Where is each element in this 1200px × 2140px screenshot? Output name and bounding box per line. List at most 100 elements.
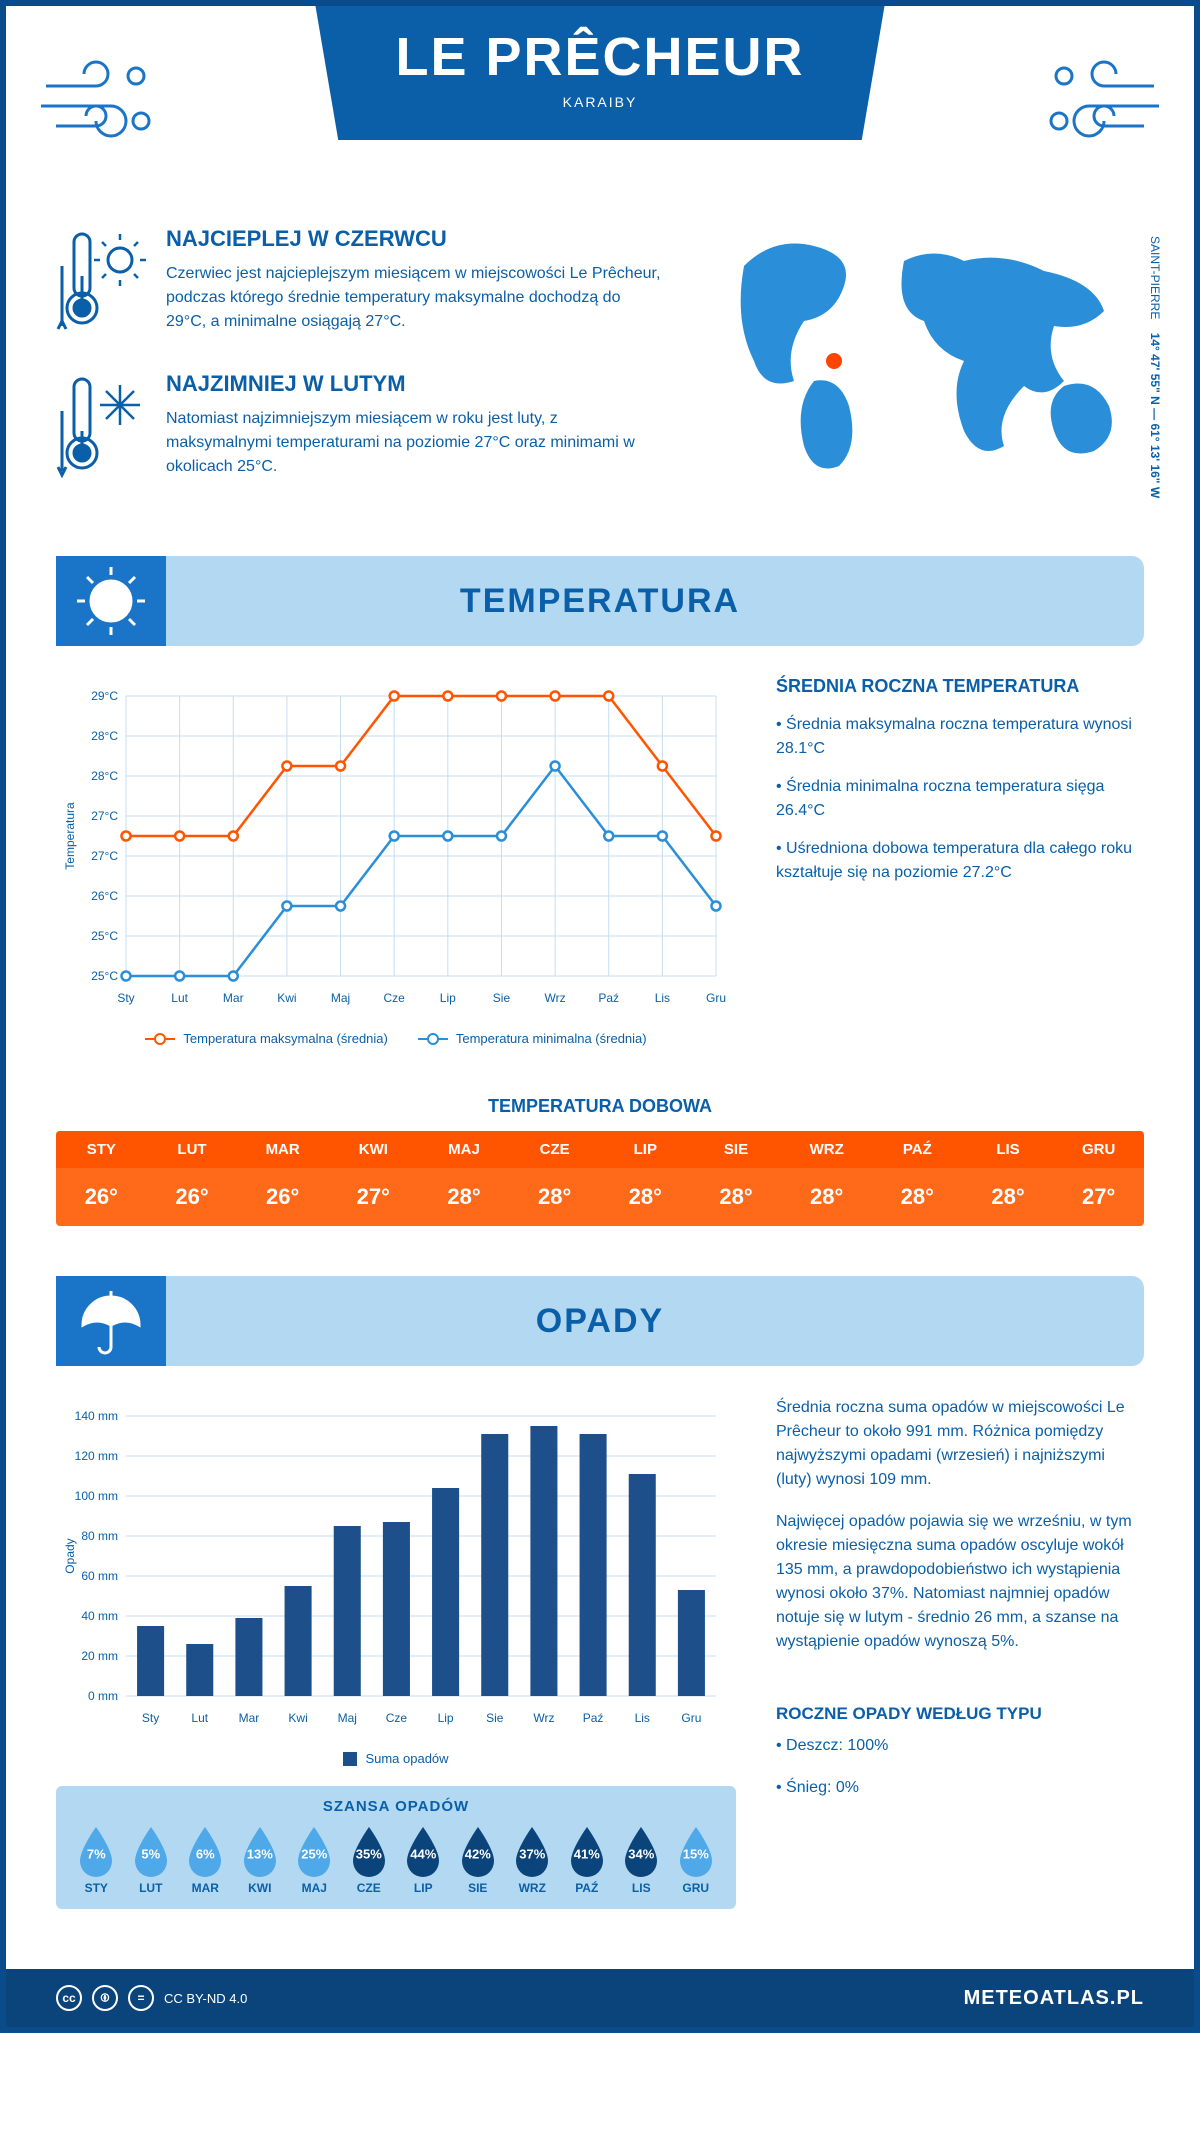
svg-text:100 mm: 100 mm <box>75 1489 118 1503</box>
svg-text:Wrz: Wrz <box>533 1711 554 1725</box>
svg-text:0 mm: 0 mm <box>88 1689 118 1703</box>
intro-text-column: NAJCIEPLEJ W CZERWCU Czerwiec jest najci… <box>56 226 664 516</box>
page: LE PRÊCHEUR KARAIBY <box>0 0 1200 2033</box>
brand-label: METEOATLAS.PL <box>964 1987 1144 2010</box>
thermometer-snow-icon <box>56 371 146 486</box>
by-icon: 🅯 <box>92 1985 118 2011</box>
svg-text:27°C: 27°C <box>91 849 118 863</box>
svg-text:Lis: Lis <box>635 1711 650 1725</box>
svg-text:40 mm: 40 mm <box>81 1609 118 1623</box>
daily-temp-value: 28° <box>600 1168 691 1226</box>
svg-text:Gru: Gru <box>706 991 726 1005</box>
chance-drop: 15% GRU <box>672 1825 721 1895</box>
chance-drop: 37% WRZ <box>508 1825 557 1895</box>
svg-text:Paź: Paź <box>598 991 619 1005</box>
daily-temp-value: 28° <box>691 1168 782 1226</box>
svg-text:Maj: Maj <box>331 991 350 1005</box>
svg-text:Lut: Lut <box>171 991 188 1005</box>
wind-icon <box>36 46 166 161</box>
daily-temp-value: 28° <box>509 1168 600 1226</box>
svg-text:Sty: Sty <box>117 991 134 1005</box>
svg-text:Cze: Cze <box>386 1711 408 1725</box>
page-title: LE PRÊCHEUR <box>395 26 804 88</box>
daily-temp-value: 27° <box>1053 1168 1144 1226</box>
daily-temp-title: TEMPERATURA DOBOWA <box>6 1096 1194 1117</box>
license-block: cc 🅯 = CC BY-ND 4.0 <box>56 1985 247 2011</box>
warmest-title: NAJCIEPLEJ W CZERWCU <box>166 226 664 252</box>
daily-month-header: SIE <box>691 1131 782 1168</box>
world-map-icon <box>704 226 1144 486</box>
svg-text:Mar: Mar <box>239 1711 260 1725</box>
chance-drop: 7% STY <box>72 1825 121 1895</box>
sun-icon <box>56 556 166 646</box>
svg-text:Sty: Sty <box>142 1711 159 1725</box>
region-label: SAINT-PIERRE <box>1148 236 1162 319</box>
wind-icon <box>1034 46 1164 161</box>
chance-drop: 42% SIE <box>454 1825 503 1895</box>
daily-month-header: MAJ <box>419 1131 510 1168</box>
precip-type-title: ROCZNE OPADY WEDŁUG TYPU <box>776 1704 1144 1724</box>
daily-temp-value: 28° <box>872 1168 963 1226</box>
daily-month-header: LIS <box>963 1131 1054 1168</box>
warmest-text: Czerwiec jest najcieplejszym miesiącem w… <box>166 262 664 334</box>
daily-temp-value: 28° <box>781 1168 872 1226</box>
svg-text:120 mm: 120 mm <box>75 1449 118 1463</box>
daily-month-header: WRZ <box>781 1131 872 1168</box>
svg-text:20 mm: 20 mm <box>81 1649 118 1663</box>
temperature-section-bar: TEMPERATURA <box>56 556 1144 646</box>
precip-section-bar: OPADY <box>56 1276 1144 1366</box>
svg-text:27°C: 27°C <box>91 809 118 823</box>
svg-text:26°C: 26°C <box>91 889 118 903</box>
chance-drop: 44% LIP <box>399 1825 448 1895</box>
svg-text:29°C: 29°C <box>91 689 118 703</box>
svg-text:Gru: Gru <box>681 1711 701 1725</box>
chance-drop: 25% MAJ <box>290 1825 339 1895</box>
precip-bar-chart: 0 mm20 mm40 mm60 mm80 mm100 mm120 mm140 … <box>56 1396 736 1736</box>
chance-drop: 5% LUT <box>127 1825 176 1895</box>
svg-text:Lut: Lut <box>191 1711 208 1725</box>
coldest-text: Natomiast najzimniejszym miesiącem w rok… <box>166 407 664 479</box>
svg-text:Lip: Lip <box>440 991 456 1005</box>
chance-drop: 35% CZE <box>345 1825 394 1895</box>
svg-text:25°C: 25°C <box>91 969 118 983</box>
daily-month-header: CZE <box>509 1131 600 1168</box>
svg-text:25°C: 25°C <box>91 929 118 943</box>
svg-text:Mar: Mar <box>223 991 244 1005</box>
title-banner: LE PRÊCHEUR KARAIBY <box>315 6 884 140</box>
svg-text:60 mm: 60 mm <box>81 1569 118 1583</box>
thermometer-sun-icon <box>56 226 146 341</box>
precip-row: 0 mm20 mm40 mm60 mm80 mm100 mm120 mm140 … <box>6 1396 1194 1939</box>
daily-temp-value: 26° <box>56 1168 147 1226</box>
svg-text:Maj: Maj <box>338 1711 357 1725</box>
svg-text:80 mm: 80 mm <box>81 1529 118 1543</box>
svg-text:Kwi: Kwi <box>288 1711 307 1725</box>
precip-stats: Średnia roczna suma opadów w miejscowośc… <box>776 1396 1144 1909</box>
coldest-block: NAJZIMNIEJ W LUTYM Natomiast najzimniejs… <box>56 371 664 486</box>
temperature-row: 25°C25°C26°C27°C27°C28°C28°C29°CStyLutMa… <box>6 676 1194 1076</box>
chance-drop: 41% PAŹ <box>563 1825 612 1895</box>
license-text: CC BY-ND 4.0 <box>164 1991 247 2006</box>
precip-left-column: 0 mm20 mm40 mm60 mm80 mm100 mm120 mm140 … <box>56 1396 736 1909</box>
daily-month-header: PAŹ <box>872 1131 963 1168</box>
daily-temp-value: 28° <box>963 1168 1054 1226</box>
page-subtitle: KARAIBY <box>395 94 804 110</box>
temperature-chart: 25°C25°C26°C27°C27°C28°C28°C29°CStyLutMa… <box>56 676 736 1046</box>
svg-text:28°C: 28°C <box>91 729 118 743</box>
world-map-block: SAINT-PIERRE 14° 47' 55" N — 61° 13' 16"… <box>704 226 1144 516</box>
daily-temp-table: STYLUTMARKWIMAJCZELIPSIEWRZPAŹLISGRU26°2… <box>56 1131 1144 1226</box>
temp-legend: Temperatura maksymalna (średnia) Tempera… <box>56 1031 736 1046</box>
precip-title: OPADY <box>536 1302 664 1341</box>
svg-text:Cze: Cze <box>384 991 406 1005</box>
intro-section: NAJCIEPLEJ W CZERWCU Czerwiec jest najci… <box>6 206 1194 556</box>
precip-chance-box: SZANSA OPADÓW 7% STY 5% LUT 6% MAR 13% K… <box>56 1786 736 1909</box>
daily-month-header: LUT <box>147 1131 238 1168</box>
svg-text:Paź: Paź <box>583 1711 604 1725</box>
chance-drop: 34% LIS <box>617 1825 666 1895</box>
cc-icon: cc <box>56 1985 82 2011</box>
header: LE PRÊCHEUR KARAIBY <box>6 6 1194 206</box>
chance-drop: 13% KWI <box>236 1825 285 1895</box>
daily-month-header: STY <box>56 1131 147 1168</box>
precip-legend: Suma opadów <box>56 1751 736 1766</box>
daily-month-header: MAR <box>237 1131 328 1168</box>
umbrella-icon <box>56 1276 166 1366</box>
